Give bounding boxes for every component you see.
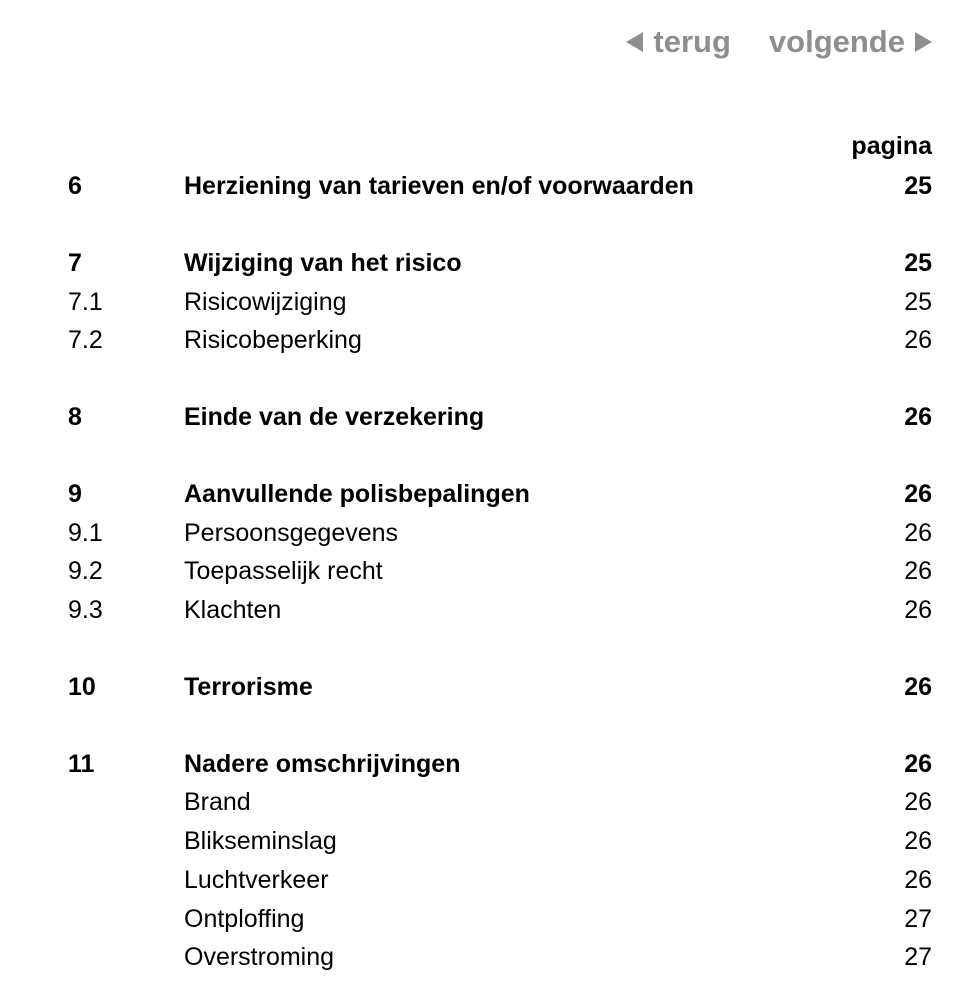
toc-row-number: 9 [68, 475, 184, 514]
toc-row-number: 7 [68, 244, 184, 283]
toc-row: 9.1Persoonsgegevens26 [68, 514, 932, 553]
toc-row-page: 26 [880, 475, 932, 514]
toc-row-title: Herziening van tarieven en/of voorwaarde… [184, 167, 880, 206]
toc-row-page: 26 [880, 822, 932, 861]
page-column-header: pagina [68, 132, 932, 161]
toc-row: Overstroming27 [68, 938, 932, 977]
toc-row-number: 7.2 [68, 321, 184, 360]
toc-row-title: Klachten [184, 591, 880, 630]
toc-row: Ontploffing27 [68, 900, 932, 939]
next-button[interactable]: volgende [769, 24, 932, 60]
toc-row-page: 26 [880, 668, 932, 707]
toc-row-page: 26 [880, 783, 932, 822]
toc-row-page: 25 [880, 244, 932, 283]
toc-row: Luchtverkeer26 [68, 861, 932, 900]
triangle-right-icon [915, 32, 932, 52]
toc-row-page: 27 [880, 900, 932, 939]
toc-row-title: Luchtverkeer [184, 861, 880, 900]
toc-row-number: 10 [68, 668, 184, 707]
section-gap [68, 707, 932, 745]
toc-row-title: Ontploffing [184, 900, 880, 939]
toc-row-number: 7.1 [68, 283, 184, 322]
toc-row: 8Einde van de verzekering26 [68, 398, 932, 437]
toc-row-page: 26 [880, 321, 932, 360]
toc-row: 9.3Klachten26 [68, 591, 932, 630]
section-gap [68, 630, 932, 668]
toc-row-number: 6 [68, 167, 184, 206]
toc-row: 11Nadere omschrijvingen26 [68, 745, 932, 784]
toc-row-title: Risicobeperking [184, 321, 880, 360]
toc-row: 9.2Toepasselijk recht26 [68, 552, 932, 591]
toc-row-title: Nadere omschrijvingen [184, 745, 880, 784]
toc-row: 6Herziening van tarieven en/of voorwaard… [68, 167, 932, 206]
toc-row-page: 26 [880, 861, 932, 900]
toc-row-title: Brand [184, 783, 880, 822]
toc-row-page: 26 [880, 552, 932, 591]
toc-row-title: Persoonsgegevens [184, 514, 880, 553]
toc-row: 9Aanvullende polisbepalingen26 [68, 475, 932, 514]
toc-row-page: 25 [880, 167, 932, 206]
toc-row-number: 11 [68, 745, 184, 784]
toc-row-title: Einde van de verzekering [184, 398, 880, 437]
toc-row-title: Wijziging van het risico [184, 244, 880, 283]
toc-rows: 6Herziening van tarieven en/of voorwaard… [68, 167, 932, 977]
toc-row: 10Terrorisme26 [68, 668, 932, 707]
triangle-left-icon [626, 32, 643, 52]
toc-row-title: Terrorisme [184, 668, 880, 707]
toc-content: pagina 6Herziening van tarieven en/of vo… [28, 132, 932, 977]
page-header-label: pagina [851, 132, 932, 161]
toc-row-page: 26 [880, 398, 932, 437]
back-label: terug [653, 24, 731, 60]
next-label: volgende [769, 24, 905, 60]
toc-row-number: 8 [68, 398, 184, 437]
section-gap [68, 437, 932, 475]
toc-row-page: 26 [880, 514, 932, 553]
toc-row: 7.2Risicobeperking26 [68, 321, 932, 360]
toc-row-title: Overstroming [184, 938, 880, 977]
document-page: terug volgende pagina 6Herziening van ta… [0, 0, 960, 1003]
section-gap [68, 360, 932, 398]
toc-row-title: Risicowijziging [184, 283, 880, 322]
toc-row-number: 9.1 [68, 514, 184, 553]
toc-row: Brand26 [68, 783, 932, 822]
section-gap [68, 206, 932, 244]
toc-row-number: 9.2 [68, 552, 184, 591]
back-button[interactable]: terug [626, 24, 731, 60]
toc-row-page: 27 [880, 938, 932, 977]
toc-row-title: Aanvullende polisbepalingen [184, 475, 880, 514]
toc-row-title: Toepasselijk recht [184, 552, 880, 591]
toc-row-number: 9.3 [68, 591, 184, 630]
toc-row: 7Wijziging van het risico25 [68, 244, 932, 283]
nav-bar: terug volgende [28, 24, 932, 60]
toc-row-page: 26 [880, 745, 932, 784]
toc-row: 7.1Risicowijziging25 [68, 283, 932, 322]
toc-row-page: 25 [880, 283, 932, 322]
toc-row-title: Blikseminslag [184, 822, 880, 861]
toc-row: Blikseminslag26 [68, 822, 932, 861]
toc-row-page: 26 [880, 591, 932, 630]
